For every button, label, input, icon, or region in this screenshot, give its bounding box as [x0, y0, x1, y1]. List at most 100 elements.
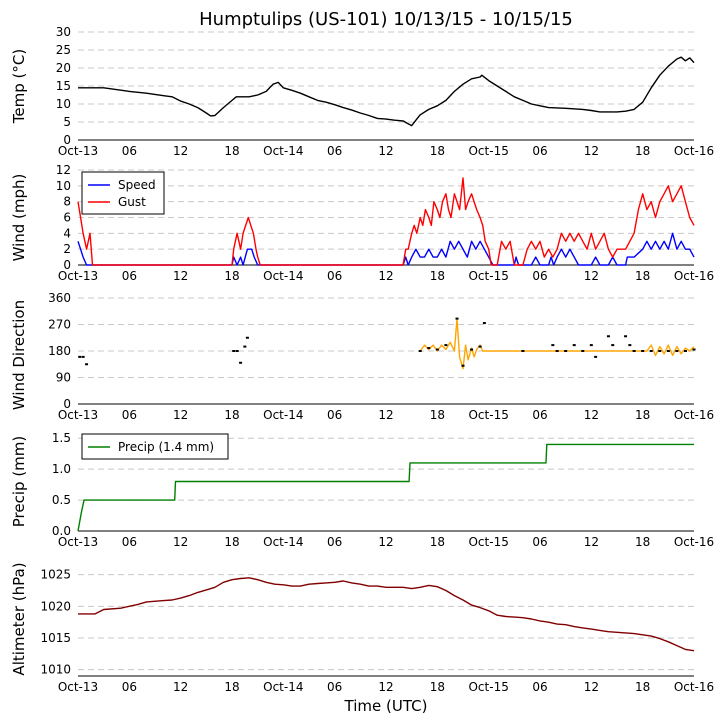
precip-x-tick-label: Oct-15	[468, 535, 508, 549]
dir-series-direction-obs-point	[444, 344, 448, 347]
temp-y-tick-label: 20	[56, 61, 71, 75]
precip-x-tick-label: 06	[327, 535, 342, 549]
temp-y-tick-label: 30	[56, 25, 71, 39]
temp-y-axis-label: Temp (°C)	[10, 49, 28, 124]
precip-x-tick-label: 18	[430, 535, 445, 549]
wind-legend-box	[81, 171, 165, 215]
wind-legend-label: Speed	[118, 178, 156, 192]
temp-x-tick-label: 06	[532, 144, 547, 158]
temp-x-tick-label: 12	[584, 144, 599, 158]
wind-x-tick-label: 06	[532, 269, 547, 283]
dir-series-direction-obs-point	[85, 363, 89, 366]
dir-series-direction-obs-point	[243, 345, 247, 348]
wind-x-tick-label: 12	[378, 269, 393, 283]
wind-x-tick-label: Oct-13	[58, 269, 98, 283]
precip-x-tick-label: 18	[224, 535, 239, 549]
precip-x-tick-label: 12	[378, 535, 393, 549]
alt-x-tick-label: 12	[173, 680, 188, 694]
dir-series-direction-obs-point	[555, 350, 559, 352]
dir-y-tick-label: 360	[48, 291, 71, 305]
temp-x-tick-label: 18	[635, 144, 650, 158]
wind-y-tick-label: 12	[56, 163, 71, 177]
dir-series-direction-obs-point	[628, 344, 632, 347]
wind-y-tick-label: 8	[63, 195, 71, 209]
dir-x-tick-label: 18	[635, 408, 650, 422]
wind-x-tick-label: Oct-15	[468, 269, 508, 283]
precip-series-precip-1-4-mm-line	[77, 443, 694, 532]
dir-x-tick-label: Oct-14	[263, 408, 303, 422]
alt-series-altimeter-line	[78, 577, 695, 652]
precip-x-tick-label: 12	[173, 535, 188, 549]
dir-y-tick-label: 180	[48, 344, 71, 358]
alt-x-tick-label: 12	[584, 680, 599, 694]
wind-x-tick-label: 12	[584, 269, 599, 283]
wind-x-tick-label: Oct-16	[674, 269, 714, 283]
panel-wind: 0 2 46 8 10 12 Oct-13 06 12 18 Oct-14 06 12 18 Oct-15 0…	[10, 163, 714, 283]
dir-series-direction-obs-point	[564, 350, 568, 352]
temp-x-tick-label: Oct-16	[674, 144, 714, 158]
wind-legend-label: Gust	[118, 195, 146, 209]
wind-y-tick-label: 2	[63, 242, 71, 256]
wind-x-tick-label: 18	[224, 269, 239, 283]
temp-x-tick-label: Oct-14	[263, 144, 303, 158]
wind-x-tick-label: 12	[173, 269, 188, 283]
panel-dir: 0 90 180 270 360 Oct-13 06 12 18 Oct-14 06 12 18 Oct-…	[10, 291, 714, 422]
alt-x-tick-label: Oct-13	[58, 680, 98, 694]
temp-x-tick-label: 06	[122, 144, 137, 158]
dir-series-direction-obs-point	[78, 355, 82, 358]
alt-x-tick-label: 18	[635, 680, 650, 694]
alt-y-axis-label: Altimeter (hPa)	[10, 562, 28, 675]
temp-x-tick-label: 18	[224, 144, 239, 158]
alt-x-tick-label: Oct-15	[468, 680, 508, 694]
dir-x-tick-label: 12	[378, 408, 393, 422]
wind-series-gust-line	[77, 177, 695, 266]
alt-x-tick-label: 18	[430, 680, 445, 694]
temp-y-tick-label: 15	[56, 79, 71, 93]
dir-x-tick-label: 06	[327, 408, 342, 422]
dir-x-tick-label: 12	[584, 408, 599, 422]
dir-y-tick-label: 90	[56, 371, 71, 385]
dir-x-tick-label: 18	[224, 408, 239, 422]
dir-series-direction-obs-point	[245, 336, 249, 339]
alt-y-tick-label: 1010	[40, 663, 71, 677]
temp-x-tick-label: 06	[327, 144, 342, 158]
dir-series-direction-obs-point	[683, 350, 687, 352]
dir-series-direction-obs-point	[239, 361, 243, 364]
precip-legend: Precip (1.4 mm)	[81, 433, 229, 460]
dir-series-direction-obs-point	[482, 322, 486, 325]
wind-y-tick-label: 4	[63, 226, 71, 240]
dir-series-direction-obs-point	[461, 364, 465, 367]
dir-series-direction-obs-point	[232, 350, 236, 352]
temp-x-tick-label: 18	[430, 144, 445, 158]
panel-temp: 0 5 10 15 20 25 30 Oct-13 06 12 18 Oct-14 06 12 18 Oct-…	[10, 25, 714, 158]
wind-y-axis-label: Wind (mph)	[10, 174, 28, 262]
chart-title: Humptulips (US-101) 10/13/15 - 10/15/15	[199, 9, 573, 30]
dir-x-tick-label: 06	[532, 408, 547, 422]
dir-x-tick-label: 18	[430, 408, 445, 422]
wind-y-tick-label: 0	[63, 258, 71, 272]
temp-y-tick-label: 0	[63, 133, 71, 147]
precip-x-tick-label: Oct-13	[58, 535, 98, 549]
dir-x-tick-label: 12	[173, 408, 188, 422]
wind-x-tick-label: 06	[122, 269, 137, 283]
precip-y-tick-label: 0.0	[52, 524, 71, 538]
precip-x-tick-label: 06	[122, 535, 137, 549]
temp-x-tick-label: 12	[173, 144, 188, 158]
dir-y-tick-label: 0	[63, 397, 71, 411]
dir-series-direction-line	[419, 317, 695, 370]
dir-x-tick-label: Oct-15	[468, 408, 508, 422]
temp-series-temp-line	[78, 56, 695, 127]
panel-precip: 0.0 0.5 1.0 1.5 Oct-13 06 12 18 Oct-14 06 12 18 Oct-…	[10, 431, 714, 549]
temp-y-tick-label: 10	[56, 97, 71, 111]
temp-x-tick-label: Oct-13	[58, 144, 98, 158]
dir-series-direction-obs-point	[589, 344, 593, 347]
dir-series-direction-obs-point	[649, 350, 653, 352]
wind-x-tick-label: 18	[430, 269, 445, 283]
alt-x-tick-label: 06	[532, 680, 547, 694]
dir-series-direction-obs-point	[692, 348, 696, 351]
dir-series-direction-obs-point	[632, 350, 636, 352]
wind-y-tick-label: 6	[63, 211, 71, 225]
temp-y-tick-label: 5	[63, 115, 71, 129]
